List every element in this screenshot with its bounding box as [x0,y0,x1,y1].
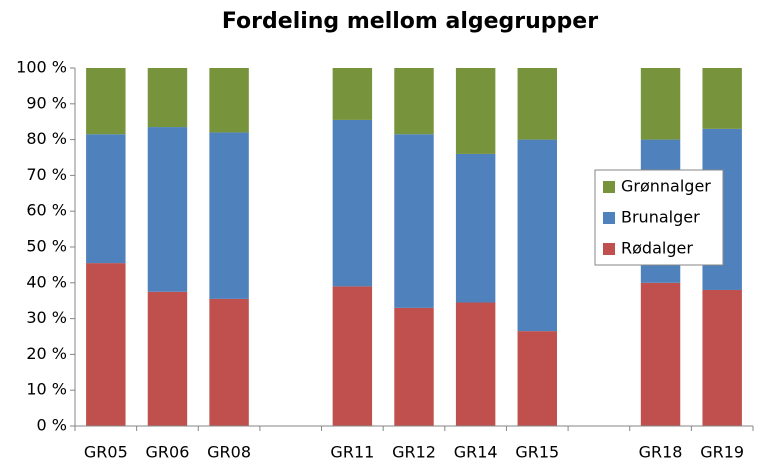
legend-label: Grønnalger [621,177,711,196]
bar-segment [332,68,373,120]
y-tick-label: 80 % [26,129,67,148]
x-tick-label: GR12 [392,443,436,462]
x-tick-label: GR06 [146,443,190,462]
bar-segment [209,68,249,133]
bar-segment [86,68,126,135]
legend-swatch [603,181,615,193]
y-tick-label: 20 % [26,344,67,363]
bar-segment [455,302,496,426]
x-tick-label: GR08 [207,443,251,462]
bar-segment [147,291,188,426]
bar-segment [640,68,681,140]
x-tick-label: GR18 [639,443,683,462]
y-tick-label: 50 % [26,237,67,256]
bar-segment [394,68,434,135]
legend-swatch [603,243,615,255]
bar-segment [394,134,434,308]
bar-segment [147,127,188,292]
y-tick-label: 10 % [26,380,67,399]
x-tick-label: GR11 [330,443,374,462]
bar-segment [209,298,249,426]
chart-title: Fordeling mellom algegrupper [222,9,598,34]
bar-segment [517,68,557,140]
y-tick-label: 100 % [16,58,67,77]
legend-label: Brunalger [621,208,700,227]
bar-segment [455,68,496,154]
y-tick-label: 60 % [26,201,67,220]
x-tick-label: GR15 [515,443,559,462]
bar-segment [702,289,742,426]
y-tick-label: 0 % [37,416,67,435]
bar-segment [86,134,126,264]
bar-segment [209,132,249,299]
y-tick-label: 70 % [26,165,67,184]
bar-segment [455,153,496,303]
y-tick-label: 30 % [26,308,67,327]
x-tick-label: GR05 [84,443,128,462]
bar-segment [86,263,126,426]
bar-segment [147,68,188,128]
bar-segment [517,331,557,426]
bar-segment [702,68,742,129]
y-tick-label: 90 % [26,93,67,112]
bar-segment [640,282,681,426]
bar-segment [332,119,373,287]
bar-segment [517,139,557,332]
x-tick-label: GR14 [454,443,498,462]
legend-label: Rødalger [621,239,693,258]
legend-swatch [603,212,615,224]
bar-segment [394,307,434,426]
legend-box [594,169,724,266]
x-tick-label: GR19 [700,443,744,462]
y-tick-label: 40 % [26,272,67,291]
bar-segment [332,286,373,426]
